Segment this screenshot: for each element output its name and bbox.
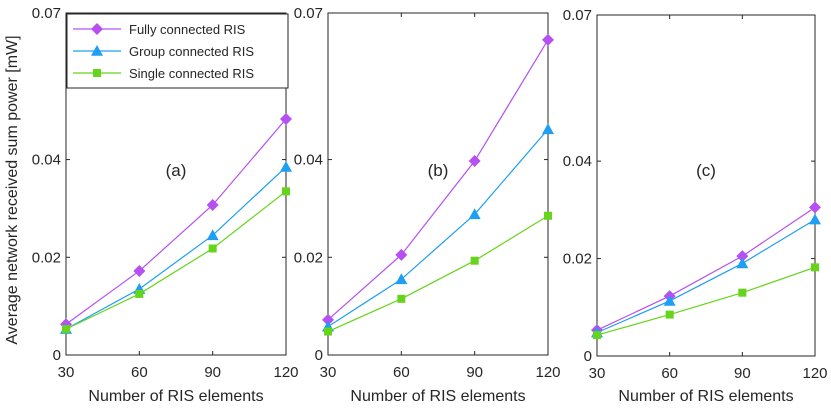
- data-point: [206, 199, 219, 212]
- panel-1: 0 0.02 0.04 0.07 30 60 90 120 Number of RIS elem…: [32, 5, 299, 405]
- y-tick-label: 0: [315, 347, 323, 364]
- y-tick-label: 0.04: [32, 152, 61, 169]
- data-point: [665, 310, 674, 319]
- legend-label: Single connected RIS: [129, 66, 254, 81]
- x-tick-label: 30: [320, 364, 337, 381]
- series-line: [65, 118, 287, 325]
- data-point: [736, 257, 749, 269]
- series-single-connected-ris: [62, 187, 290, 334]
- data-point: [208, 244, 217, 253]
- data-point: [663, 294, 676, 306]
- series-line: [327, 215, 549, 333]
- series-fully-connected-ris: [60, 113, 292, 331]
- x-tick-label: 60: [393, 364, 410, 381]
- data-point: [738, 288, 747, 297]
- y-tick-label: 0.04: [563, 153, 592, 170]
- y-tick-label: 0: [584, 348, 592, 365]
- data-point: [542, 33, 554, 46]
- series-line: [596, 206, 816, 331]
- data-point: [809, 213, 821, 225]
- y-tick-label: 0.02: [563, 251, 592, 268]
- data-point: [395, 248, 408, 261]
- legend-marker: [93, 69, 101, 77]
- axes-box: [327, 12, 549, 356]
- series-line: [65, 166, 287, 330]
- data-point: [809, 201, 821, 214]
- series-line: [596, 219, 816, 334]
- series-group-connected-ris: [322, 123, 554, 332]
- y-tick-label: 0.02: [32, 249, 61, 266]
- data-point: [395, 273, 408, 285]
- data-point: [135, 289, 144, 298]
- x-tick-label: 120: [535, 364, 560, 381]
- legend-label: Group connected RIS: [129, 44, 254, 59]
- y-tick-label: 0: [53, 347, 61, 364]
- data-point: [282, 187, 290, 196]
- data-point: [206, 229, 219, 241]
- panels-group: 0 0.02 0.04 0.07 30 60 90 120 Number of RIS elem…: [32, 5, 828, 405]
- panel-2: 0 0.02 0.04 0.07 30 60 90 120 Number of RIS elem…: [294, 5, 561, 405]
- legend-marker: [91, 45, 103, 56]
- x-tick-label: 120: [802, 365, 827, 382]
- series-single-connected-ris: [593, 263, 819, 340]
- x-tick-label: 30: [58, 364, 75, 381]
- y-tick-label: 0.07: [563, 7, 592, 24]
- legend: Fully connected RIS Group connected RIS Si…: [66, 13, 289, 89]
- series-single-connected-ris: [324, 211, 552, 336]
- figure-ylabel: Average network received sum power [mW]: [4, 35, 21, 344]
- data-point: [593, 331, 601, 340]
- data-point: [397, 294, 406, 303]
- panel-label: (a): [166, 161, 187, 180]
- data-point: [62, 325, 70, 334]
- data-point: [468, 208, 481, 220]
- x-tick-label: 60: [661, 365, 678, 382]
- legend-marker: [91, 23, 103, 35]
- series-fully-connected-ris: [322, 33, 554, 326]
- x-tick-label: 30: [589, 365, 606, 382]
- y-tick-label: 0.07: [32, 5, 61, 22]
- panel-3: 0 0.02 0.04 0.07 30 60 90 120 Number of RIS elem…: [563, 7, 828, 405]
- data-point: [322, 313, 334, 326]
- data-point: [468, 155, 481, 168]
- series-group-connected-ris: [60, 160, 292, 334]
- series-fully-connected-ris: [591, 201, 821, 337]
- x-axis-title: Number of RIS elements: [350, 388, 525, 405]
- data-point: [811, 263, 819, 272]
- data-point: [280, 113, 292, 126]
- data-point: [736, 250, 749, 263]
- x-tick-label: 90: [466, 364, 483, 381]
- legend-entry: Group connected RIS: [73, 44, 254, 59]
- axes-box: [65, 12, 287, 356]
- series-line: [327, 128, 549, 328]
- data-point: [542, 123, 554, 135]
- panel-label: (b): [428, 161, 449, 180]
- series-line: [596, 266, 816, 336]
- y-tick-label: 0.02: [294, 249, 323, 266]
- data-point: [544, 211, 552, 220]
- x-tick-label: 90: [734, 365, 751, 382]
- x-axis-title: Number of RIS elements: [88, 388, 263, 405]
- x-tick-label: 60: [131, 364, 148, 381]
- y-tick-label: 0.04: [294, 152, 323, 169]
- y-tick-label: 0.07: [294, 5, 323, 22]
- x-tick-label: 120: [273, 364, 298, 381]
- axes-box: [596, 14, 816, 357]
- data-point: [133, 264, 146, 277]
- data-point: [324, 327, 332, 336]
- data-point: [280, 160, 292, 172]
- x-tick-label: 90: [204, 364, 221, 381]
- legend-entry: Single connected RIS: [73, 66, 254, 81]
- data-point: [470, 256, 479, 265]
- series-line: [327, 39, 549, 321]
- x-axis-title: Number of RIS elements: [618, 388, 793, 405]
- legend-label: Fully connected RIS: [129, 22, 246, 37]
- panel-label: (c): [696, 161, 716, 180]
- series-line: [65, 190, 287, 330]
- legend-entry: Fully connected RIS: [73, 22, 246, 37]
